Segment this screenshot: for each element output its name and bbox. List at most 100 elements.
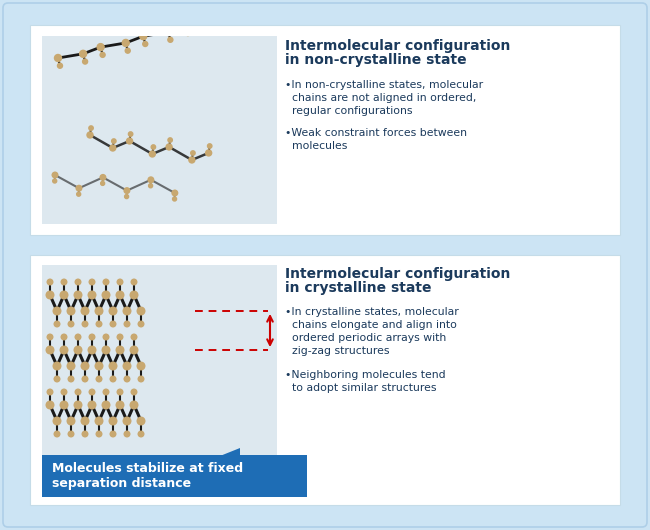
Circle shape [82, 431, 88, 437]
Text: to adopt similar structures: to adopt similar structures [285, 383, 437, 393]
Circle shape [96, 321, 102, 327]
Circle shape [88, 401, 96, 409]
Circle shape [97, 43, 104, 50]
Circle shape [137, 417, 145, 425]
Circle shape [168, 37, 173, 42]
Circle shape [95, 417, 103, 425]
Circle shape [102, 291, 110, 299]
Circle shape [124, 431, 130, 437]
Circle shape [151, 145, 155, 149]
Circle shape [75, 334, 81, 340]
Circle shape [100, 52, 105, 57]
Circle shape [57, 63, 62, 68]
Circle shape [131, 334, 136, 340]
Circle shape [46, 291, 54, 299]
Circle shape [95, 307, 103, 315]
Circle shape [117, 334, 123, 340]
Circle shape [53, 179, 57, 183]
Text: in crystalline state: in crystalline state [285, 281, 432, 295]
Circle shape [148, 177, 153, 183]
Circle shape [46, 401, 54, 409]
Circle shape [102, 401, 110, 409]
Circle shape [109, 417, 117, 425]
Circle shape [81, 307, 89, 315]
Circle shape [211, 26, 216, 31]
Polygon shape [190, 448, 240, 488]
Circle shape [77, 192, 81, 196]
Circle shape [138, 321, 144, 327]
Circle shape [68, 431, 74, 437]
Circle shape [185, 31, 190, 36]
Circle shape [207, 144, 212, 148]
Circle shape [103, 389, 109, 395]
Circle shape [138, 376, 144, 382]
Circle shape [89, 279, 95, 285]
Circle shape [67, 307, 75, 315]
Circle shape [74, 401, 82, 409]
Text: molecules: molecules [285, 141, 347, 151]
Circle shape [79, 50, 86, 57]
Circle shape [96, 431, 102, 437]
Circle shape [149, 184, 153, 188]
Text: Intermolecular configuration: Intermolecular configuration [285, 39, 510, 53]
Circle shape [124, 376, 130, 382]
Circle shape [124, 417, 131, 425]
Text: chains elongate and align into: chains elongate and align into [285, 320, 457, 330]
Circle shape [60, 401, 68, 409]
Circle shape [67, 417, 75, 425]
Circle shape [130, 346, 138, 354]
Circle shape [111, 376, 116, 382]
Circle shape [61, 279, 67, 285]
Text: •In crystalline states, molecular: •In crystalline states, molecular [285, 307, 459, 317]
Circle shape [122, 39, 129, 47]
Circle shape [130, 291, 138, 299]
Circle shape [116, 291, 124, 299]
Circle shape [137, 307, 145, 315]
Circle shape [47, 389, 53, 395]
Text: zig-zag structures: zig-zag structures [285, 346, 389, 356]
Circle shape [190, 151, 195, 155]
FancyBboxPatch shape [30, 255, 620, 505]
Circle shape [189, 157, 195, 163]
Circle shape [95, 362, 103, 370]
Text: in non-crystalline state: in non-crystalline state [285, 53, 467, 67]
Circle shape [150, 151, 155, 157]
Circle shape [81, 417, 89, 425]
Circle shape [68, 376, 74, 382]
Circle shape [89, 389, 95, 395]
Circle shape [53, 417, 61, 425]
Text: •Weak constraint forces between: •Weak constraint forces between [285, 128, 467, 138]
Circle shape [117, 279, 123, 285]
Circle shape [60, 291, 68, 299]
Circle shape [125, 195, 129, 199]
Circle shape [47, 334, 53, 340]
FancyBboxPatch shape [3, 3, 647, 527]
Circle shape [131, 389, 136, 395]
Text: •In non-crystalline states, molecular: •In non-crystalline states, molecular [285, 80, 483, 90]
Circle shape [109, 307, 117, 315]
Circle shape [205, 150, 212, 156]
Circle shape [127, 138, 133, 144]
Circle shape [172, 197, 177, 201]
Circle shape [75, 389, 81, 395]
Circle shape [124, 307, 131, 315]
Circle shape [54, 376, 60, 382]
Circle shape [103, 279, 109, 285]
Circle shape [68, 321, 74, 327]
Circle shape [100, 174, 106, 180]
Circle shape [166, 144, 172, 150]
Circle shape [89, 126, 93, 130]
Text: Intermolecular configuration: Intermolecular configuration [285, 267, 510, 281]
Circle shape [137, 362, 145, 370]
Circle shape [131, 279, 136, 285]
Circle shape [103, 334, 109, 340]
Circle shape [52, 172, 58, 178]
Circle shape [183, 22, 189, 29]
Circle shape [110, 145, 116, 151]
Circle shape [61, 389, 67, 395]
Circle shape [55, 55, 62, 61]
Text: •Neighboring molecules tend: •Neighboring molecules tend [285, 370, 446, 380]
Circle shape [60, 346, 68, 354]
Circle shape [165, 29, 172, 36]
Circle shape [111, 431, 116, 437]
